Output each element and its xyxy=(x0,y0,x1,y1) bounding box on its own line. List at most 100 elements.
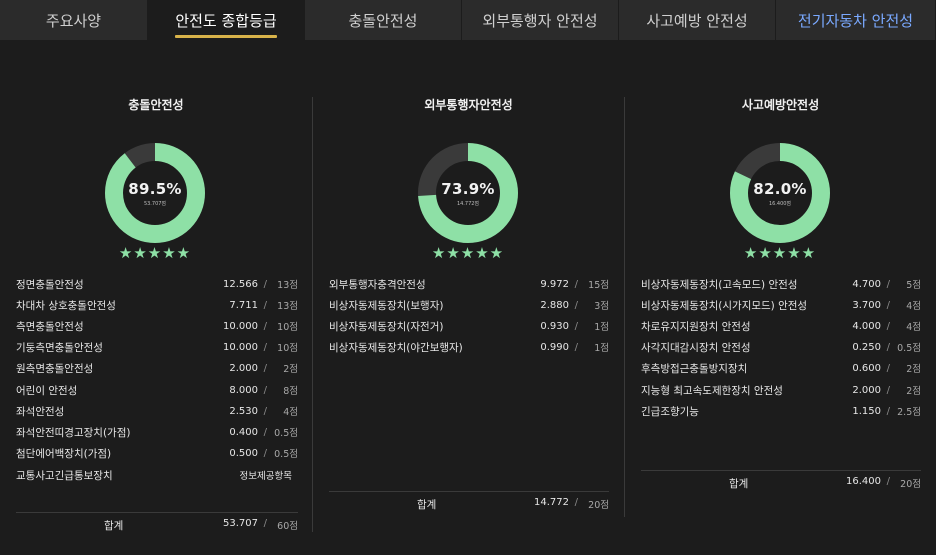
total-max: 20점 xyxy=(900,479,921,490)
separator: / xyxy=(574,320,578,332)
section-accident-prevention: 사고예방안전성 82.0% 16.400점 ★★★★★ 비상자동제동장치(고속모… xyxy=(625,92,936,552)
list-item: 좌석안전성 2.530 / 4점 xyxy=(16,403,298,419)
star-rating: ★★★★★ xyxy=(743,244,817,262)
item-label: 비상자동제동장치(시가지모드) 안전성 xyxy=(641,299,808,312)
percent-label: 82.0% xyxy=(753,180,807,198)
item-label: 원측면충돌안전성 xyxy=(16,362,94,375)
list-item: 정면충돌안전성 12.566 / 13점 xyxy=(16,276,298,292)
item-label: 첨단에어백장치(가점) xyxy=(16,447,112,460)
total-row: 합계 14.772 / 20점 xyxy=(329,497,609,513)
list-item: 비상자동제동장치(보행자) 2.880 / 3점 xyxy=(329,297,609,313)
item-max: 10점 xyxy=(277,343,298,354)
item-max: 3점 xyxy=(594,301,609,312)
separator: / xyxy=(263,405,267,417)
separator: / xyxy=(574,497,578,508)
section-title: 외부통행자안전성 xyxy=(424,98,513,112)
item-value: 10.000 xyxy=(223,320,258,332)
tab-ev-safety[interactable]: 전기자동차 안전성 xyxy=(776,0,936,40)
list-item: 사각지대감시장치 안전성 0.250 / 0.5점 xyxy=(641,339,921,355)
item-max: 0.5점 xyxy=(897,343,921,354)
star-rating: ★★★★★ xyxy=(431,244,505,262)
item-label: 어린이 안전성 xyxy=(16,384,78,397)
column-divider xyxy=(312,97,313,532)
tab-pedestrian-safety[interactable]: 외부통행자 안전성 xyxy=(462,0,619,40)
tab-overall-rating[interactable]: 안전도 종합등급 xyxy=(148,0,305,40)
percent-label: 73.9% xyxy=(441,180,495,198)
total-divider xyxy=(641,470,921,471)
item-value: 2.000 xyxy=(229,362,258,374)
item-max: 2점 xyxy=(906,364,921,375)
score-donut: 73.9% 14.772점 xyxy=(415,140,521,246)
column-divider xyxy=(624,97,625,517)
list-item: 차로유지지원장치 안전성 4.000 / 4점 xyxy=(641,318,921,334)
total-divider xyxy=(329,491,609,492)
total-row: 합계 53.707 / 60점 xyxy=(16,518,298,534)
item-label: 긴급조향기능 xyxy=(641,405,699,418)
separator: / xyxy=(263,320,267,332)
info-provided-label: 정보제공항목 xyxy=(239,471,292,482)
list-item: 어린이 안전성 8.000 / 8점 xyxy=(16,382,298,398)
item-label: 비상자동제동장치(자전거) xyxy=(329,320,444,333)
donut-arc xyxy=(418,143,518,243)
separator: / xyxy=(263,426,267,438)
list-item: 교통사고긴급통보장치 정보제공항목 xyxy=(16,467,298,483)
item-max: 13점 xyxy=(277,301,298,312)
score-donut: 82.0% 16.400점 xyxy=(727,140,833,246)
item-value: 12.566 xyxy=(223,278,258,290)
item-max: 15점 xyxy=(588,280,609,291)
item-value: 2.880 xyxy=(540,299,569,311)
total-label: 합계 xyxy=(104,520,124,532)
item-value: 0.990 xyxy=(540,341,569,353)
list-item: 외부통행자충격안전성 9.972 / 15점 xyxy=(329,276,609,292)
percent-label: 89.5% xyxy=(128,180,182,198)
separator: / xyxy=(886,341,890,353)
separator: / xyxy=(886,476,890,487)
list-item: 측면충돌안전성 10.000 / 10점 xyxy=(16,318,298,334)
list-item: 비상자동제동장치(야간보행자) 0.990 / 1점 xyxy=(329,339,609,355)
item-max: 5점 xyxy=(906,280,921,291)
item-label: 지능형 최고속도제한장치 안전성 xyxy=(641,384,783,397)
tab-collision-safety[interactable]: 충돌안전성 xyxy=(305,0,462,40)
donut-chart xyxy=(730,143,830,243)
separator: / xyxy=(886,384,890,396)
donut-arc xyxy=(105,143,205,243)
item-value: 0.600 xyxy=(852,362,881,374)
list-item: 비상자동제동장치(고속모드) 안전성 4.700 / 5점 xyxy=(641,276,921,292)
item-label: 사각지대감시장치 안전성 xyxy=(641,341,751,354)
total-label: 합계 xyxy=(729,478,749,490)
tab-label: 전기자동차 안전성 xyxy=(797,11,914,30)
separator: / xyxy=(886,278,890,290)
item-value: 7.711 xyxy=(229,299,258,311)
tab-accident-prevention[interactable]: 사고예방 안전성 xyxy=(619,0,776,40)
list-item: 지능형 최고속도제한장치 안전성 2.000 / 2점 xyxy=(641,382,921,398)
item-max: 8점 xyxy=(283,386,298,397)
tab-label: 충돌안전성 xyxy=(348,11,418,30)
item-label: 측면충돌안전성 xyxy=(16,320,84,333)
item-max: 4점 xyxy=(906,322,921,333)
tab-main-specs[interactable]: 주요사양 xyxy=(0,0,148,40)
tab-label: 주요사양 xyxy=(45,11,102,30)
item-value: 4.700 xyxy=(852,278,881,290)
item-value: 1.150 xyxy=(852,405,881,417)
donut-arc xyxy=(730,143,830,243)
list-item: 후측방접근충돌방지장치 0.600 / 2점 xyxy=(641,360,921,376)
total-label: 합계 xyxy=(417,499,437,511)
item-value: 2.530 xyxy=(229,405,258,417)
total-max: 20점 xyxy=(588,500,609,511)
item-max: 2.5점 xyxy=(897,407,921,418)
separator: / xyxy=(263,384,267,396)
item-value: 9.972 xyxy=(540,278,569,290)
separator: / xyxy=(263,299,267,311)
item-value: 10.000 xyxy=(223,341,258,353)
item-value: 2.000 xyxy=(852,384,881,396)
separator: / xyxy=(263,341,267,353)
item-label: 차로유지지원장치 안전성 xyxy=(641,320,751,333)
separator: / xyxy=(263,447,267,459)
item-value: 0.930 xyxy=(540,320,569,332)
item-label: 외부통행자충격안전성 xyxy=(329,278,426,291)
item-label: 후측방접근충돌방지장치 xyxy=(641,362,748,375)
item-value: 8.000 xyxy=(229,384,258,396)
separator: / xyxy=(886,362,890,374)
total-row: 합계 16.400 / 20점 xyxy=(641,476,921,492)
list-item: 원측면충돌안전성 2.000 / 2점 xyxy=(16,360,298,376)
